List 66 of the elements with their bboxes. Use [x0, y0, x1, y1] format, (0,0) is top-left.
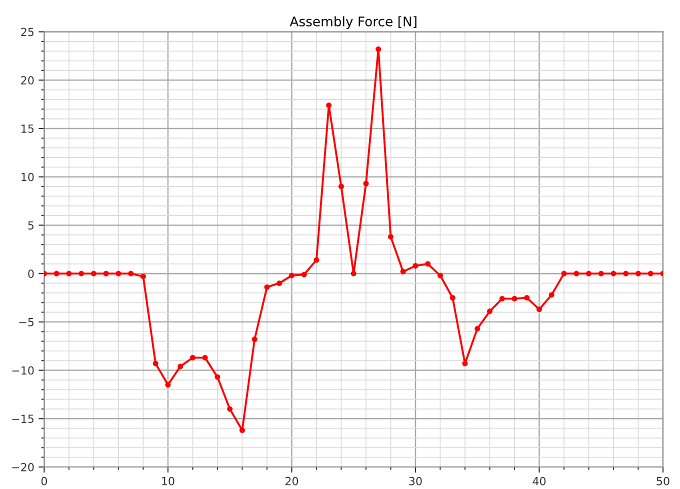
point [412, 263, 418, 269]
x-tick-label: 0 [41, 476, 47, 486]
point [437, 272, 444, 278]
point [598, 270, 604, 276]
point [338, 184, 344, 190]
y-tick-label: −10 [12, 366, 34, 375]
point [635, 270, 642, 276]
point [252, 336, 258, 342]
point [425, 261, 431, 267]
point [140, 274, 146, 280]
point [462, 360, 468, 366]
point [165, 382, 171, 388]
point [486, 308, 493, 314]
point [264, 284, 270, 290]
point [288, 272, 294, 278]
point [400, 268, 406, 274]
y-tick-label: −5 [19, 318, 34, 326]
point [648, 270, 654, 276]
point [314, 257, 320, 263]
point [78, 270, 84, 276]
point [54, 270, 60, 276]
point [610, 270, 616, 276]
point [574, 270, 580, 276]
chart-title: Assembly Force [N] [290, 16, 416, 29]
point [178, 364, 184, 370]
point [190, 354, 196, 360]
point [524, 294, 530, 301]
y-tick-label: 10 [22, 172, 34, 182]
point [66, 270, 72, 276]
point [214, 374, 220, 380]
point [623, 270, 629, 276]
x-tick-label: 30 [409, 476, 422, 486]
point [202, 354, 208, 360]
point [474, 326, 480, 332]
point [128, 270, 134, 276]
point [103, 270, 109, 276]
point [376, 46, 382, 52]
x-tick-label: 50 [656, 476, 670, 486]
y-tick-label: 20 [21, 76, 34, 85]
point [301, 272, 307, 278]
point [536, 306, 542, 312]
y-tick-label: 25 [21, 28, 34, 36]
point [116, 270, 122, 276]
y-tick-label: 0 [28, 270, 34, 278]
point [276, 280, 282, 286]
x-tick-label: 10 [162, 476, 174, 486]
y-tick-label: 15 [22, 124, 34, 133]
point [388, 234, 394, 240]
point [227, 406, 233, 412]
point [561, 270, 567, 276]
point [499, 296, 505, 302]
y-tick-label: 5 [28, 221, 34, 230]
point [450, 294, 456, 301]
point [512, 296, 518, 302]
x-tick-label: 20 [285, 476, 298, 486]
point [90, 270, 96, 276]
y-tick-label: −15 [12, 414, 34, 424]
point [363, 180, 369, 186]
point [586, 270, 592, 276]
point [152, 360, 158, 366]
y-tick-label: −20 [12, 462, 34, 472]
point [326, 102, 332, 108]
point [239, 427, 245, 434]
point [548, 292, 554, 298]
x-tick-label: 40 [532, 476, 546, 486]
point [350, 270, 356, 276]
